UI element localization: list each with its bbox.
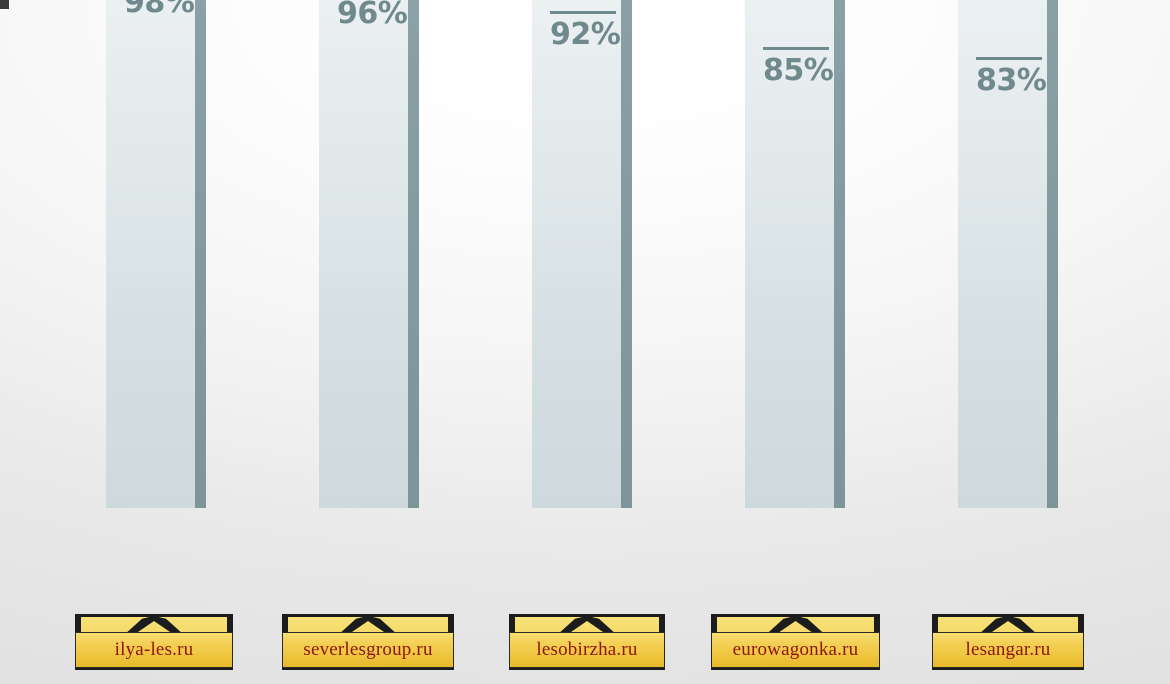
bar-side-face — [834, 0, 845, 508]
bar-side-face — [621, 0, 632, 508]
value-rule — [763, 47, 829, 50]
bar-value-group: 96% — [333, 0, 411, 29]
category-label-text: ilya-les.ru — [114, 639, 194, 660]
bar-front-face — [106, 0, 195, 508]
category-label-text: lesangar.ru — [965, 639, 1051, 660]
plaque-top-strip — [717, 617, 874, 635]
value-rule — [976, 57, 1042, 60]
corner-artifact — [0, 0, 9, 9]
plot-area: 98% 96% 92% — [106, 0, 1058, 508]
plaque-top-strip — [81, 617, 227, 635]
plaque-top-strip — [515, 617, 659, 635]
category-label-text: severlesgroup.ru — [303, 639, 433, 660]
plaque-body: lesangar.ru — [932, 632, 1084, 668]
bar-value-label: 85% — [763, 53, 834, 88]
bar-front-face — [745, 0, 834, 508]
plaque-body: ilya-les.ru — [75, 632, 233, 668]
plaque-body: lesobirzha.ru — [509, 632, 665, 668]
category-label-plaque[interactable]: lesangar.ru — [932, 614, 1084, 670]
bar-value-label: 96% — [337, 0, 408, 31]
bar-value-label: 92% — [550, 17, 621, 52]
bar-front-face — [958, 0, 1047, 508]
plaque-top-strip — [938, 617, 1078, 635]
bar-front-face — [319, 0, 408, 508]
bar-value-group: 92% — [546, 11, 624, 50]
category-label-plaque[interactable]: ilya-les.ru — [75, 614, 233, 670]
bar-value-label: 83% — [976, 63, 1047, 98]
bar-side-face — [408, 0, 419, 508]
value-rule — [550, 11, 616, 14]
bar-side-face — [1047, 0, 1058, 508]
category-label-text: eurowagonka.ru — [732, 639, 859, 660]
plaque-body: eurowagonka.ru — [711, 632, 880, 668]
plaque-top-strip — [288, 617, 448, 635]
plaque-body: severlesgroup.ru — [282, 632, 454, 668]
category-label-plaque[interactable]: severlesgroup.ru — [282, 614, 454, 670]
bar-value-group: 83% — [972, 57, 1050, 96]
category-label-text: lesobirzha.ru — [536, 639, 638, 660]
bar-value-label: 98% — [124, 0, 195, 20]
bar-side-face — [195, 0, 206, 508]
category-label-plaque[interactable]: lesobirzha.ru — [509, 614, 665, 670]
bar-front-face — [532, 0, 621, 508]
bar-value-group: 85% — [759, 47, 837, 86]
bar-value-group: 98% — [120, 0, 198, 18]
category-label-plaque[interactable]: eurowagonka.ru — [711, 614, 880, 670]
